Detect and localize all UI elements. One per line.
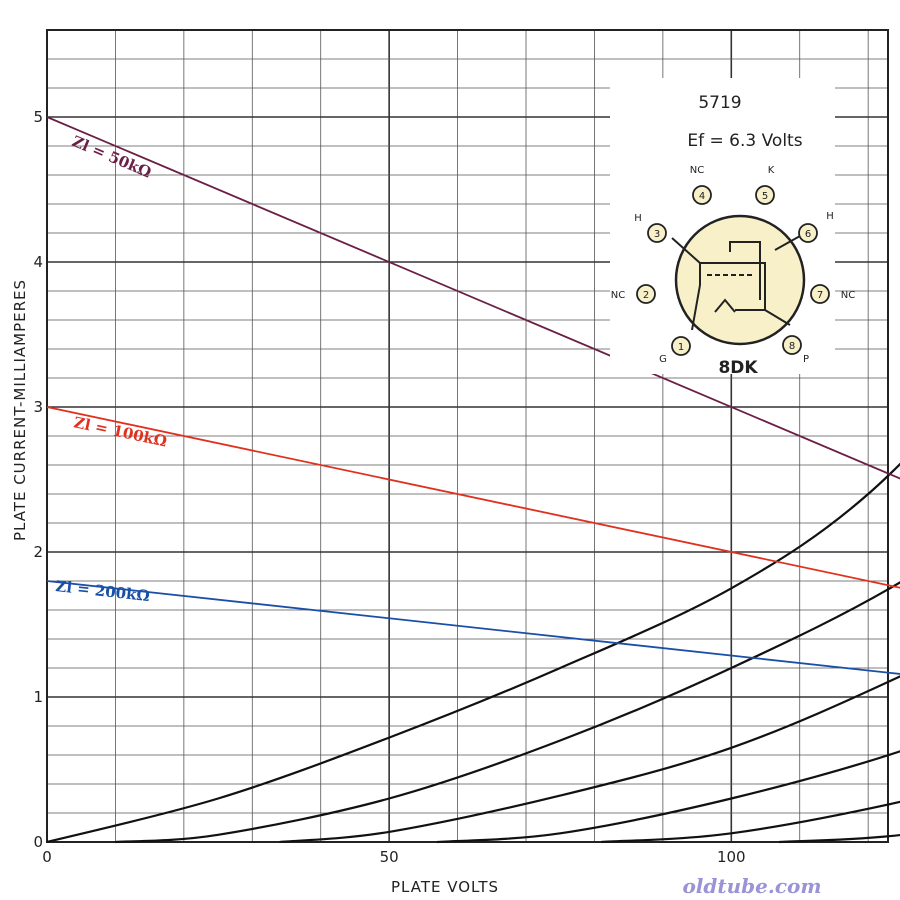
pin-label: H [826, 211, 834, 222]
pin-label: P [803, 354, 809, 365]
plate-curve [46, 462, 900, 844]
plate-curve [437, 750, 900, 844]
pin-number: 7 [817, 290, 823, 301]
plot-border [46, 29, 889, 843]
pin-circle [636, 284, 656, 304]
pin-circle [782, 335, 802, 355]
pin-number: 8 [789, 341, 795, 352]
pin-circle [755, 185, 775, 205]
load-line [46, 406, 900, 589]
y-tick-labels: 0 1 2 3 4 5 [33, 108, 43, 851]
y-tick-label: 4 [33, 253, 43, 271]
x-tick-label: 0 [42, 848, 52, 866]
tube-envelope [674, 214, 806, 346]
pin-circle [692, 185, 712, 205]
y-tick-label: 0 [33, 833, 43, 851]
pin-circle [671, 336, 691, 356]
plate-curves [46, 462, 900, 844]
electrode-symbol [671, 235, 801, 331]
x-tick-labels: 050100150200250300350 [42, 848, 746, 866]
x-axis-label: PLATE VOLTS [391, 878, 499, 896]
plate-curve [279, 675, 900, 844]
pin-number: 5 [762, 191, 768, 202]
pin-label: NC [841, 290, 855, 301]
pin-number: 3 [654, 229, 660, 240]
x-tick-label: 50 [380, 848, 399, 866]
pin-number: 1 [678, 342, 684, 353]
pin-label: NC [611, 290, 625, 301]
filament-voltage: Ef = 6.3 Volts [687, 131, 802, 151]
base-label: 8DK [718, 358, 758, 378]
y-tick-label: 2 [33, 543, 43, 561]
pin-number: 4 [699, 191, 705, 202]
load-line-label: Zl = 100kΩ [72, 413, 168, 450]
y-tick-label: 3 [33, 398, 43, 416]
pin-number: 2 [643, 290, 649, 301]
plate-curve [115, 581, 900, 844]
pin-circle [647, 223, 667, 243]
pin-label: H [634, 213, 642, 224]
pin-circle [810, 284, 830, 304]
y-axis-label: PLATE CURRENT-MILLIAMPERES [11, 279, 29, 541]
plot-frame [46, 29, 889, 843]
pin-label: G [659, 354, 667, 365]
x-tick-label: 100 [717, 848, 746, 866]
y-tick-label: 5 [33, 108, 43, 126]
tube-number: 5719 [698, 93, 741, 113]
load-line [46, 580, 900, 675]
y-tick-label: 1 [33, 688, 43, 706]
pin-circles: 1G 2 NC 3 H 4 NC 5 K 6 H 7 NC 8P [611, 165, 855, 365]
watermark: oldtube.com [682, 874, 821, 898]
plate-curve [601, 800, 900, 844]
pin-circle [798, 223, 818, 243]
pin-label: NC [690, 165, 704, 176]
pin-number: 6 [805, 229, 811, 240]
load-line [46, 116, 900, 480]
pin-label: K [768, 165, 775, 176]
